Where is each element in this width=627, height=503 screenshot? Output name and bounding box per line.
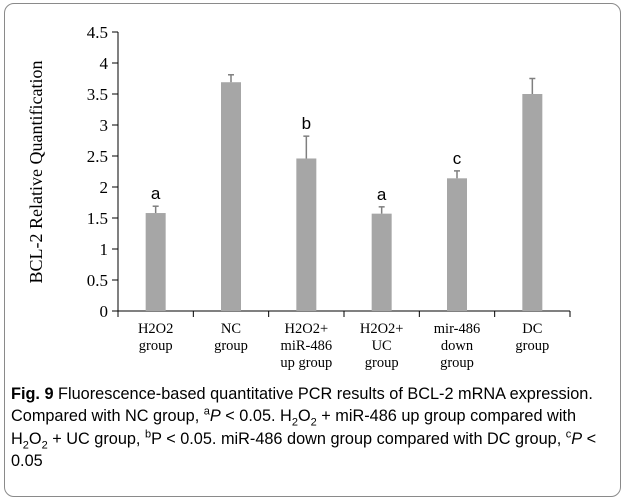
bar <box>447 178 467 311</box>
significance-label: c <box>453 149 462 168</box>
bar <box>371 213 392 311</box>
caption-fragment: b <box>144 428 152 441</box>
caption-fragment: P <box>571 429 583 448</box>
y-tick-label: 2 <box>100 178 109 197</box>
caption-fragment: P < 0.05. miR-486 down group compared wi… <box>151 429 566 448</box>
x-category-label: UC <box>372 338 392 354</box>
caption-fragment: < 0.05 <box>11 429 597 470</box>
y-tick-label: 3 <box>100 116 109 135</box>
y-tick-label: 0 <box>100 302 109 321</box>
bar <box>145 213 166 311</box>
caption-fragment: 2 <box>310 416 317 429</box>
x-category-label: mir-486 <box>434 321 480 337</box>
caption-fragment: 2 <box>41 438 48 451</box>
y-tick-label: 0.5 <box>87 271 108 290</box>
significance-label: a <box>377 185 387 204</box>
caption-fragment: a <box>203 405 210 418</box>
x-category-label: miR-486 <box>281 338 333 354</box>
caption-fragment: O <box>28 429 42 448</box>
bar <box>522 94 543 311</box>
significance-label: b <box>302 114 311 133</box>
y-tick-label: 4 <box>100 54 109 73</box>
caption-fragment: O <box>297 407 311 426</box>
figure-label: Fig. 9 <box>11 385 54 403</box>
x-category-label: H2O2+ <box>285 321 329 337</box>
x-category-label: group <box>515 338 549 354</box>
caption-fragment: 2 <box>22 438 29 451</box>
x-category-label: group <box>440 355 474 371</box>
caption-fragment: + UC group, <box>47 429 145 448</box>
y-tick-label: 1.5 <box>87 209 108 228</box>
x-category-label: up group <box>280 355 332 371</box>
caption-fragment: Fluorescence-based quantitative PCR resu… <box>11 385 593 426</box>
x-category-label: down <box>441 338 474 354</box>
caption-fragment: P <box>209 407 221 426</box>
bar <box>296 158 317 311</box>
x-category-label: NC <box>221 321 241 337</box>
x-category-label: group <box>365 355 399 371</box>
y-tick-label: 2.5 <box>87 147 108 166</box>
caption-fragment: c <box>565 428 572 441</box>
y-tick-label: 1 <box>100 240 109 259</box>
x-category-label: DC <box>522 321 542 337</box>
caption-fragment: + miR-486 up group compared with H <box>11 407 577 448</box>
significance-label: a <box>151 184 161 203</box>
caption-fragment: < 0.05. H <box>220 407 292 426</box>
x-category-label: H2O2 <box>138 321 173 337</box>
y-axis-title: BCL-2 Relative Quantification <box>26 61 46 284</box>
caption-text: Fluorescence-based quantitative PCR resu… <box>11 385 596 470</box>
x-category-label: H2O2+ <box>360 321 404 337</box>
figure-caption: Fig. 9 Fluorescence-based quantitative P… <box>11 383 611 472</box>
x-category-label: group <box>214 338 248 354</box>
caption-fragment: 2 <box>291 416 298 429</box>
y-tick-label: 4.5 <box>87 23 108 42</box>
bar-chart: BCL-2 Relative Quantification 0 0.5 1 1.5 2 2… <box>26 23 571 371</box>
x-category-label: group <box>139 338 173 354</box>
y-tick-label: 3.5 <box>87 85 108 104</box>
bar <box>221 82 241 311</box>
